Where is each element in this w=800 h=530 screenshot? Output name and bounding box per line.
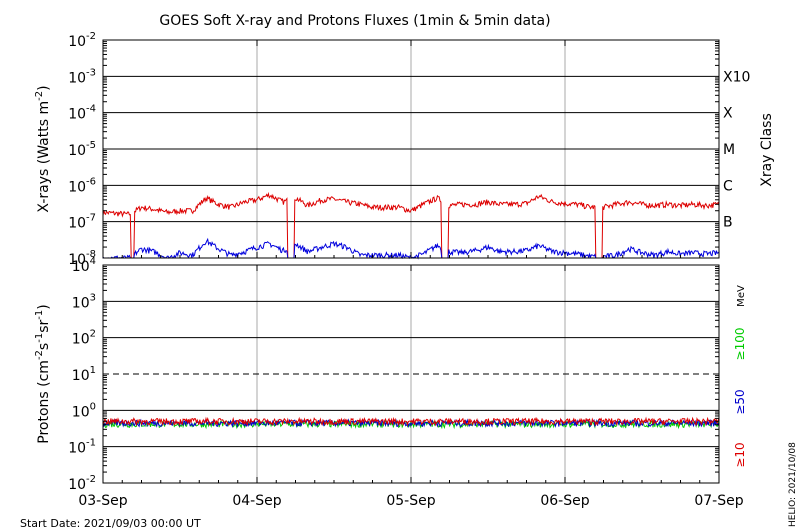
xray-class-X10: X10 [723, 69, 750, 85]
xray-tick-label: 10-4 [68, 104, 96, 123]
chart-title: GOES Soft X-ray and Protons Fluxes (1min… [159, 13, 550, 29]
x-axis: 03-Sep 04-Sep 05-Sep 06-Sep 07-Sep [78, 40, 744, 509]
helio-credit: HELIO: 2021/10/08 [788, 442, 798, 527]
proton-tick-label: 104 [72, 256, 96, 275]
xray-class-X: X [723, 106, 733, 122]
x-tick-label: 06-Sep [540, 493, 589, 509]
proton-tick-label: 103 [72, 292, 96, 311]
xray-class-B: B [723, 215, 733, 231]
xray-ylabel: X-rays (Watts m-2) [34, 85, 52, 212]
proton-series [102, 416, 720, 427]
proton-panel: 10-2 10-1 100 101 102 103 104 Protons (cm-2s-1s… [34, 256, 747, 493]
xray-class-C: C [723, 178, 733, 194]
x-tick-label: 03-Sep [78, 493, 127, 509]
xray-class-M: M [723, 142, 735, 158]
proton-legend-0: ≥10 [733, 442, 747, 467]
xray-tick-label: 10-7 [68, 213, 96, 232]
proton-tick-label: 101 [72, 365, 96, 384]
xray-tick-label: 10-8 [68, 249, 96, 268]
proton-ylabel: Protons (cm-2s-1sr-1) [34, 304, 52, 443]
xray-tick-label: 10-5 [68, 140, 96, 159]
xray-panel: 10-8 10-7 10-6 10-5 10-4 10-3 10-2 X-rays (Watt… [34, 31, 775, 268]
proton-tick-label: 10-2 [68, 474, 96, 493]
xray-class-axis-label: Xray Class [759, 113, 775, 187]
xray-tick-label: 10-6 [68, 176, 96, 195]
proton-tick-label: 100 [72, 401, 96, 420]
proton-unit-label: MeV [736, 285, 747, 307]
proton-legend-2: ≥100 [733, 328, 747, 361]
xray-series-long [102, 191, 720, 259]
x-tick-label: 07-Sep [694, 493, 743, 509]
proton-legend-1: ≥50 [733, 389, 747, 414]
start-date-label: Start Date: 2021/09/03 00:00 UT [20, 517, 201, 530]
proton-tick-label: 102 [72, 329, 96, 348]
x-tick-label: 05-Sep [386, 493, 435, 509]
proton-tick-label: 10-1 [68, 438, 96, 457]
x-tick-label: 04-Sep [232, 493, 281, 509]
xray-tick-label: 10-3 [68, 67, 96, 86]
xray-tick-label: 10-2 [68, 31, 96, 50]
